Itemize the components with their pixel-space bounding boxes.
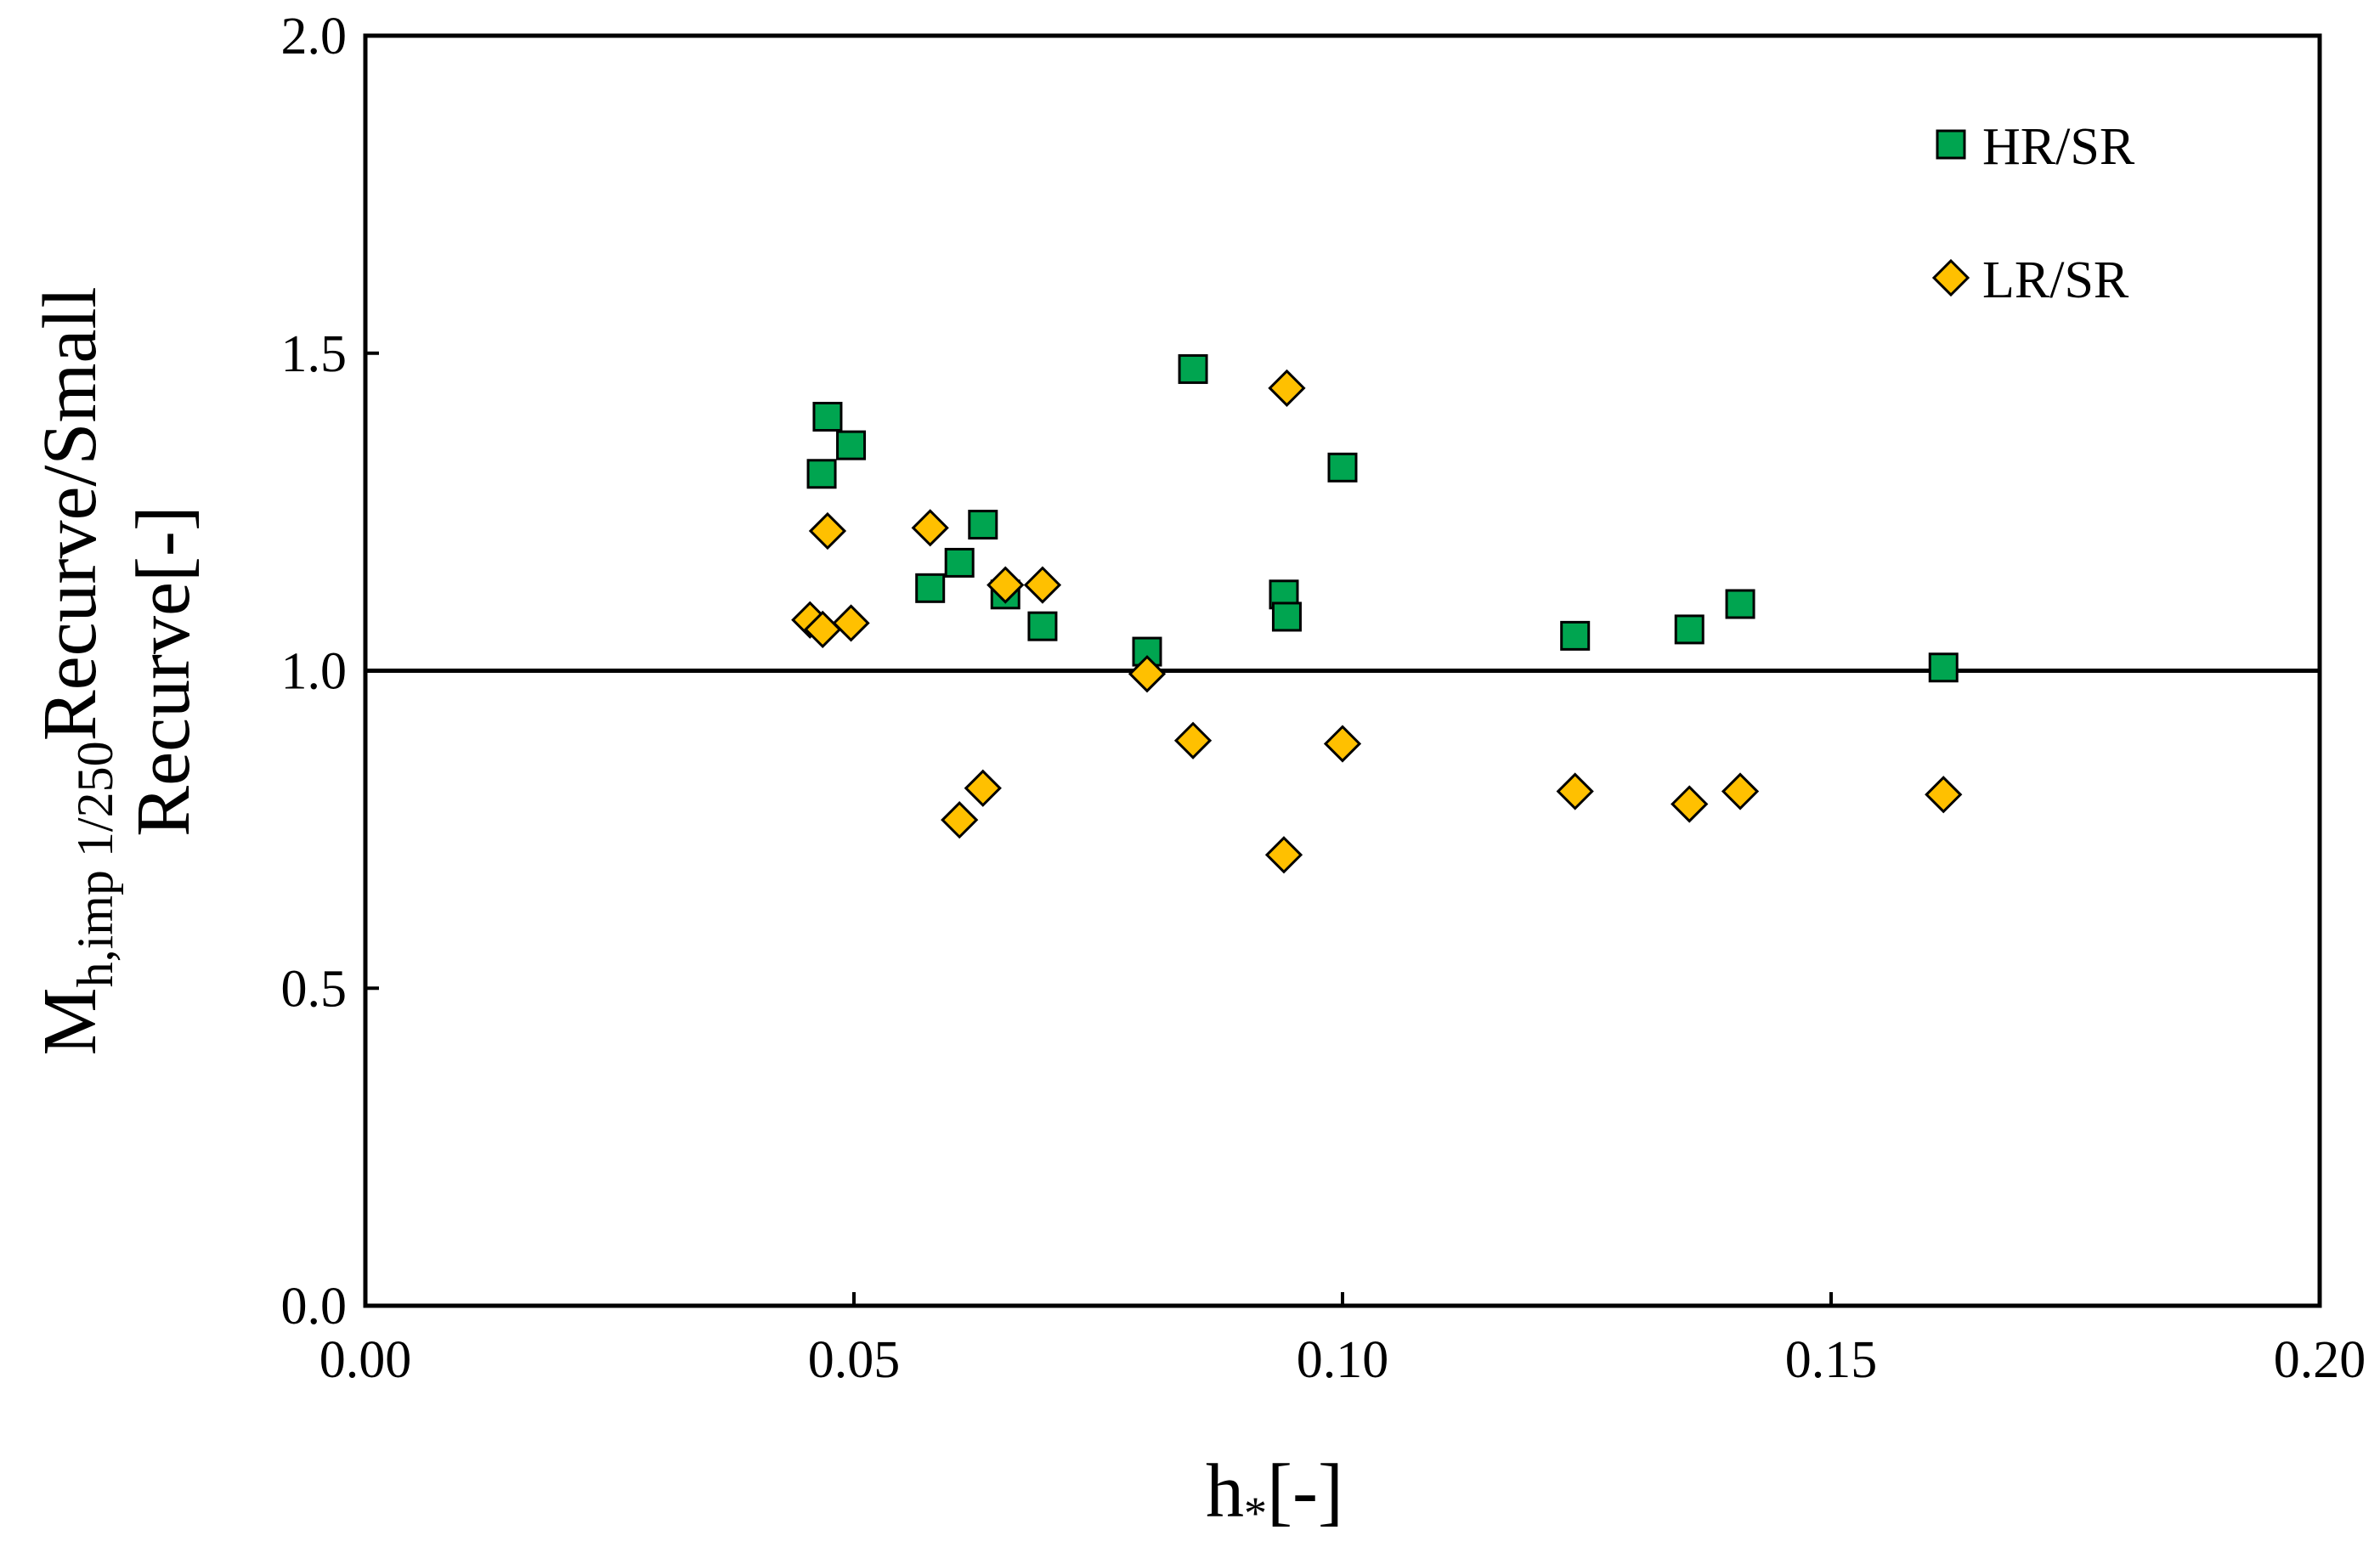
legend-label-lr-sr: LR/SR	[1982, 251, 2129, 309]
data-point-lr-sr	[832, 604, 870, 642]
data-point-hr-sr	[836, 430, 867, 460]
x-tick-label: 0.00	[319, 1331, 412, 1389]
y-tick-label: 1.5	[281, 325, 348, 383]
data-point-lr-sr	[1268, 369, 1306, 407]
data-point-hr-sr	[806, 459, 837, 489]
data-point-hr-sr	[968, 510, 998, 540]
data-point-hr-sr	[1327, 452, 1358, 483]
x-axis-title: h*[-]	[1206, 1449, 1343, 1539]
y-tick-label: 2.0	[281, 8, 348, 65]
data-point-hr-sr	[1725, 589, 1755, 619]
data-point-lr-sr	[1023, 566, 1062, 604]
legend: HR/SR LR/SR	[1931, 118, 2135, 309]
y-tick-label: 1.0	[281, 643, 348, 701]
data-point-hr-sr	[1178, 353, 1208, 384]
data-point-hr-sr	[1027, 611, 1058, 641]
data-point-lr-sr	[941, 801, 979, 839]
y-tick-label: 0.0	[281, 1278, 348, 1335]
data-point-hr-sr	[915, 573, 946, 603]
data-point-lr-sr	[964, 769, 1002, 807]
legend-marker-hr-sr	[1936, 129, 1966, 160]
y-axis-title-line2: Recurve[-]	[122, 505, 206, 837]
data-point-lr-sr	[1264, 836, 1303, 874]
data-point-lr-sr	[808, 511, 847, 550]
data-point-lr-sr	[1721, 772, 1760, 810]
x-tick-label: 0.10	[1297, 1331, 1389, 1389]
data-point-lr-sr	[1556, 772, 1594, 810]
series-hr-sr	[806, 353, 1959, 683]
x-tick-label: 0.20	[2274, 1331, 2366, 1389]
data-point-lr-sr	[911, 509, 949, 547]
data-point-lr-sr	[1323, 725, 1362, 763]
x-tick-label: 0.05	[808, 1331, 901, 1389]
data-point-lr-sr	[1173, 721, 1213, 759]
data-point-lr-sr	[1128, 655, 1167, 693]
legend-marker-lr-sr	[1931, 258, 1970, 297]
data-point-hr-sr	[1271, 601, 1302, 632]
data-point-hr-sr	[812, 402, 843, 432]
data-point-lr-sr	[1671, 785, 1709, 823]
data-point-hr-sr	[1928, 652, 1959, 683]
series-lr-sr	[791, 369, 1963, 874]
legend-label-hr-sr: HR/SR	[1982, 118, 2135, 176]
data-point-hr-sr	[1560, 620, 1591, 651]
x-tick-label: 0.15	[1785, 1331, 1878, 1389]
y-axis-title-line1: Mh,imp 1/250Recurve/Small	[28, 287, 123, 1056]
y-tick-label: 0.5	[281, 960, 348, 1018]
data-point-lr-sr	[1925, 776, 1963, 814]
data-point-hr-sr	[1674, 614, 1704, 645]
data-point-hr-sr	[944, 547, 975, 578]
data-point-lr-sr	[986, 566, 1025, 604]
